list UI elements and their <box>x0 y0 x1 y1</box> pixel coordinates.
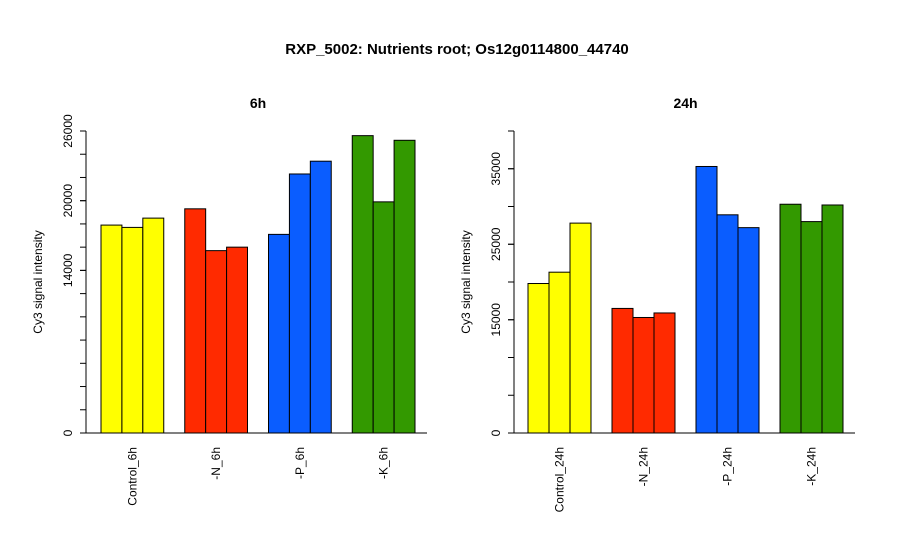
category-label: -P_24h <box>721 447 735 486</box>
panel-title: 6h <box>250 95 266 111</box>
bar-6h-3-2 <box>393 139 416 434</box>
bar-6h-1-0 <box>184 208 207 434</box>
bar-24h-0-1 <box>548 271 571 434</box>
y-axis-label: Cy3 signal intensity <box>459 230 473 333</box>
y-tick-label: 35000 <box>489 152 503 186</box>
bar-24h-1-0 <box>611 307 634 434</box>
bar-24h-3-0 <box>779 203 802 434</box>
bar-24h-2-0 <box>695 165 718 434</box>
bar-6h-1-2 <box>226 246 248 434</box>
y-tick-label: 20000 <box>61 184 75 218</box>
bar-6h-0-1 <box>121 226 144 434</box>
panel-6h: 6h Control_6h -N_6h -P_6h -K_6h 0 14000 20000 26… <box>31 95 427 506</box>
y-tick-label: 26000 <box>61 114 75 148</box>
bar-6h-2-2 <box>309 160 332 434</box>
y-tick-label: 14000 <box>61 253 75 287</box>
panel-title: 24h <box>673 95 697 111</box>
panel-24h: 24h Control_24h -N_24h -P_24h -K_24h 0 15000 25… <box>459 95 855 512</box>
category-label: Control_24h <box>553 447 567 512</box>
category-label: -K_24h <box>805 447 819 486</box>
bar-6h-0-0 <box>100 224 123 434</box>
bar-6h-2-1 <box>288 173 311 434</box>
y-tick-label: 0 <box>61 429 75 436</box>
category-label: -P_6h <box>293 447 307 479</box>
bar-24h-0-2 <box>569 222 592 434</box>
main-title: RXP_5002: Nutrients root; Os12g0114800_4… <box>285 41 629 58</box>
y-tick-label: 15000 <box>489 303 503 337</box>
bar-24h-2-1 <box>716 214 739 434</box>
bar-6h-3-1 <box>372 201 395 434</box>
bar-24h-0-0 <box>527 283 550 434</box>
category-label: -K_6h <box>377 447 391 479</box>
category-label: Control_6h <box>125 447 139 506</box>
y-axis-label: Cy3 signal intensity <box>31 230 45 333</box>
bar-24h-2-2 <box>737 227 760 434</box>
bar-24h-3-1 <box>800 221 823 434</box>
bar-6h-2-0 <box>268 233 290 434</box>
bar-24h-1-2 <box>653 312 676 434</box>
category-label: -N_24h <box>637 447 651 486</box>
category-label: -N_6h <box>209 447 223 480</box>
y-tick-label: 0 <box>489 429 503 436</box>
bar-6h-0-2 <box>142 217 165 434</box>
y-tick-label: 25000 <box>489 227 503 261</box>
bar-24h-1-1 <box>632 316 655 434</box>
bar-6h-3-0 <box>351 135 374 434</box>
bar-6h-1-1 <box>205 250 228 434</box>
bar-24h-3-2 <box>821 204 844 434</box>
